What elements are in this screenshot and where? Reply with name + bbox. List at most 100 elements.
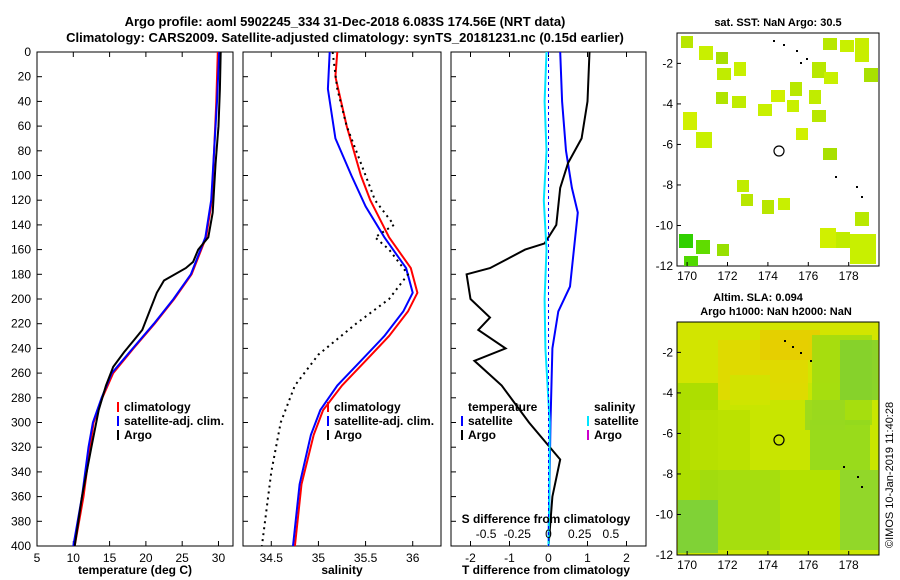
sst-data-cell bbox=[820, 228, 836, 248]
temperature-series-line bbox=[73, 51, 219, 547]
sst-data-cell bbox=[787, 100, 799, 112]
depth-tick-label: 160 bbox=[11, 243, 31, 257]
depth-tick-label: 320 bbox=[11, 440, 31, 454]
coastline-dot bbox=[792, 346, 794, 348]
temperature-xtick-label: 25 bbox=[176, 551, 190, 565]
sst-data-cell bbox=[717, 244, 729, 256]
sst-data-cell bbox=[741, 194, 753, 206]
sla-map-cells bbox=[678, 323, 878, 553]
depth-tick-label: 400 bbox=[11, 539, 31, 553]
sst-data-cell bbox=[824, 72, 838, 84]
legend-t-argo: Argo bbox=[468, 428, 496, 442]
sst-data-cell bbox=[699, 46, 713, 60]
sla-data-cell bbox=[760, 330, 820, 360]
difference-xtick-label: 0 bbox=[545, 551, 552, 565]
salinity-legend-satellite: satellite-adj. clim. bbox=[334, 414, 434, 428]
difference-legend: temperature satellite Argo salinity sate… bbox=[461, 400, 639, 442]
difference-x-axis: -2 -1 0 1 2 bbox=[465, 52, 630, 565]
difference-xlabel: T difference from climatology bbox=[462, 563, 630, 577]
depth-tick-label: 380 bbox=[11, 514, 31, 528]
difference-series bbox=[465, 51, 591, 547]
coastline-dot bbox=[843, 466, 845, 468]
sla-map-ytick-label: -2 bbox=[662, 345, 673, 359]
sla-data-cell bbox=[678, 500, 718, 553]
sst-map-title: sat. SST: NaN Argo: 30.5 bbox=[714, 17, 841, 29]
temperature-axes-box bbox=[36, 51, 234, 547]
depth-tick-label: 20 bbox=[18, 70, 32, 84]
depth-tick-label: 40 bbox=[18, 94, 32, 108]
temperature-series-line bbox=[73, 51, 222, 547]
temperature-legend-satellite: satellite-adj. clim. bbox=[124, 414, 224, 428]
sst-map-panel: sat. SST: NaN Argo: 30.5 170 172 174 176 178… bbox=[656, 17, 880, 283]
depth-tick-label: 80 bbox=[18, 144, 32, 158]
sla-map-axes: 170 172 174 176 178 -2 -4 -6 -8 -10 -12 bbox=[656, 345, 859, 572]
sla-map-xtick-label: 176 bbox=[798, 558, 818, 572]
salinity-difference-tick-label: 0 bbox=[545, 527, 552, 541]
difference-xtick-label: 2 bbox=[623, 551, 630, 565]
sla-data-cell bbox=[840, 470, 878, 550]
salinity-series-line bbox=[292, 51, 414, 547]
salinity-difference-tick-label: -0.5 bbox=[476, 527, 497, 541]
sst-data-cell bbox=[778, 198, 790, 210]
sst-data-cell bbox=[683, 112, 697, 130]
argo-location-marker bbox=[773, 434, 785, 446]
sla-map-panel: Altim. SLA: 0.094 Argo h1000: NaN h2000:… bbox=[656, 292, 880, 572]
coastline-dot bbox=[784, 340, 786, 342]
salinity-axes-box bbox=[242, 51, 442, 547]
sst-data-cell bbox=[696, 240, 710, 254]
sst-data-cell bbox=[855, 38, 869, 62]
difference-xtick-label: -2 bbox=[465, 551, 476, 565]
depth-tick-label: 340 bbox=[11, 465, 31, 479]
argo-location-marker bbox=[773, 145, 785, 157]
salinity-series-line bbox=[293, 51, 419, 547]
sst-map-ytick-label: -2 bbox=[662, 56, 673, 70]
sla-map-xtick-label: 178 bbox=[839, 558, 859, 572]
sst-map-xtick-label: 174 bbox=[758, 269, 778, 283]
temperature-legend-argo: Argo bbox=[124, 428, 152, 442]
coastline-dot bbox=[806, 58, 808, 60]
temperature-series-line bbox=[72, 51, 221, 547]
sst-map-ytick-label: -8 bbox=[662, 178, 673, 192]
sla-map-xtick-label: 172 bbox=[717, 558, 737, 572]
sst-map-xtick-label: 172 bbox=[717, 269, 737, 283]
difference-series-line bbox=[542, 51, 551, 547]
difference-xtick-label: 1 bbox=[584, 551, 591, 565]
salinity-panel: 34.5 35 35.5 36 salinity climatology satell… bbox=[242, 51, 442, 577]
depth-tick-label: 0 bbox=[24, 45, 31, 59]
sst-data-cell bbox=[734, 62, 746, 76]
depth-tick-label: 180 bbox=[11, 267, 31, 281]
sla-map-xtick-label: 174 bbox=[758, 558, 778, 572]
sst-map-ytick-label: -4 bbox=[662, 97, 673, 111]
salinity-xtick-label: 34.5 bbox=[260, 551, 284, 565]
legend-t-satellite: satellite bbox=[468, 414, 513, 428]
sst-data-cell bbox=[717, 68, 731, 80]
temperature-xtick-label: 5 bbox=[34, 551, 41, 565]
depth-tick-label: 260 bbox=[11, 366, 31, 380]
sst-data-cell bbox=[812, 62, 826, 78]
coastline-dot bbox=[800, 62, 802, 64]
header-line-1: Argo profile: aoml 5902245_334 31-Dec-20… bbox=[125, 14, 566, 29]
coastline-dot bbox=[800, 352, 802, 354]
salinity-legend-argo: Argo bbox=[334, 428, 362, 442]
legend-salinity-title: salinity bbox=[594, 400, 636, 414]
depth-tick-label: 200 bbox=[11, 292, 31, 306]
header-line-2: Climatology: CARS2009. Satellite-adjuste… bbox=[66, 30, 624, 45]
salinity-x-axis: 34.5 35 35.5 36 bbox=[260, 52, 420, 565]
coastline-dot bbox=[783, 44, 785, 46]
sst-data-cell bbox=[850, 234, 876, 264]
sst-data-cell bbox=[840, 40, 854, 52]
temperature-xtick-label: 15 bbox=[103, 551, 117, 565]
salinity-xtick-label: 35 bbox=[312, 551, 326, 565]
coastline-dot bbox=[835, 176, 837, 178]
salinity-xlabel: salinity bbox=[321, 563, 363, 577]
sst-map-cells bbox=[679, 36, 878, 266]
salinity-difference-tick-label: 0.5 bbox=[603, 527, 620, 541]
coastline-dot bbox=[856, 186, 858, 188]
temperature-x-axis: 5 10 15 20 25 30 bbox=[34, 52, 225, 565]
temperature-series bbox=[72, 51, 222, 547]
depth-tick-label: 100 bbox=[11, 169, 31, 183]
temperature-panel: 0 20 40 60 80 100 120 140 160 180 200 220 240 260 280 3… bbox=[11, 45, 456, 577]
sst-data-cell bbox=[790, 82, 802, 96]
difference-series-line bbox=[465, 51, 591, 547]
difference-xtick-label: -1 bbox=[504, 551, 515, 565]
